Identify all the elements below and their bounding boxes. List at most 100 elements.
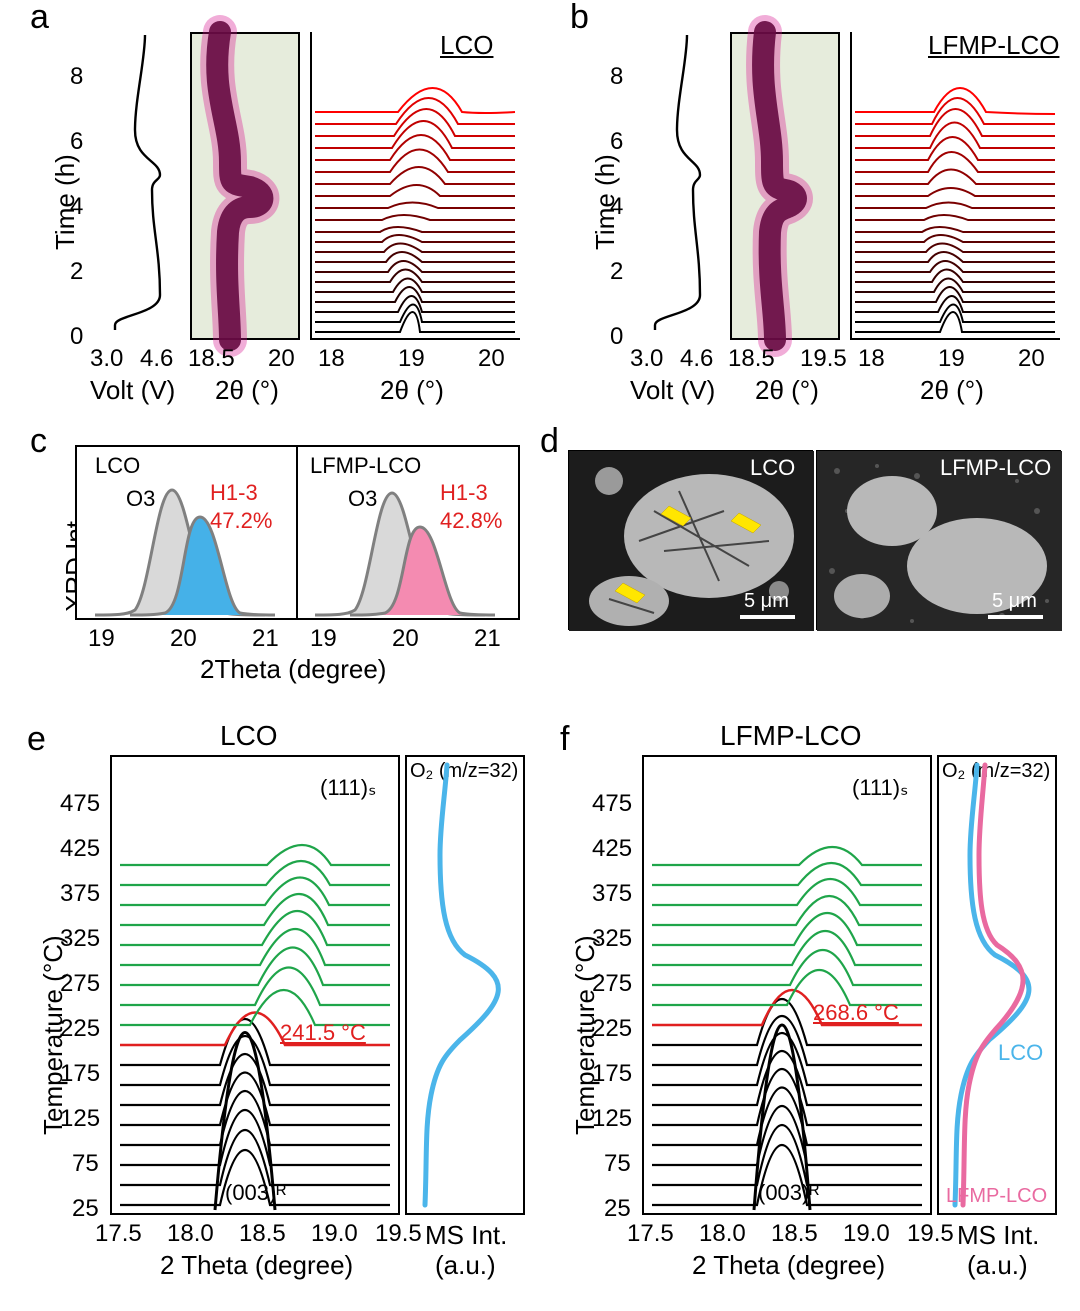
panel-label-d: d [540, 422, 559, 461]
a-heat-tick-1: 20 [268, 345, 295, 373]
ft-275: 275 [592, 970, 632, 998]
d-left-title: LCO [750, 455, 795, 481]
ft-475: 475 [592, 790, 632, 818]
et-275: 275 [60, 970, 100, 998]
f-lfmp-tag: LFMP-LCO [946, 1185, 1047, 1208]
scale-bar-left [740, 615, 795, 619]
f-ms-curves [937, 755, 1057, 1215]
ft-175: 175 [592, 1060, 632, 1088]
f-003: (003)ᴿ [758, 1180, 819, 1206]
a-time-tick-8: 8 [70, 63, 83, 91]
c-tick-3: 19 [310, 625, 337, 653]
scale-text-right: 5 μm [992, 590, 1037, 613]
f-xt-1: 18.0 [699, 1220, 746, 1248]
et-25: 25 [72, 1195, 99, 1223]
d-right-title: LFMP-LCO [940, 455, 1051, 481]
et-425: 425 [60, 835, 100, 863]
a-line-tick-0: 18 [318, 345, 345, 373]
a-waterfall [310, 32, 520, 340]
c-tick-2: 21 [252, 625, 279, 653]
a-line-xlabel: 2θ (°) [380, 375, 444, 406]
b-heatmap-trace [730, 32, 840, 340]
panel-label-a: a [30, 0, 49, 37]
c-o3-left: O3 [126, 486, 155, 512]
a-heat-tick-0: 18.5 [188, 345, 235, 373]
b-volt-curve [640, 30, 720, 340]
c-tick-4: 20 [392, 625, 419, 653]
f-ms-x: MS Int. [957, 1220, 1039, 1251]
e-xt-0: 17.5 [95, 1220, 142, 1248]
e-xt-1: 18.0 [167, 1220, 214, 1248]
a-line-tick-1: 19 [398, 345, 425, 373]
c-tick-1: 20 [170, 625, 197, 653]
f-xt-4: 19.5 [907, 1220, 954, 1248]
a-line-tick-2: 20 [478, 345, 505, 373]
e-trans: 241.5 °C [280, 1020, 366, 1046]
ft-25: 25 [604, 1195, 631, 1223]
a-time-tick-0: 0 [70, 323, 83, 351]
ft-325: 325 [592, 925, 632, 953]
c-xlabel: 2Theta (degree) [200, 654, 386, 685]
et-225: 225 [60, 1015, 100, 1043]
ft-425: 425 [592, 835, 632, 863]
b-waterfall [850, 32, 1060, 340]
e-xrd-waterfall [110, 755, 400, 1215]
e-ms-unit: (a.u.) [435, 1250, 496, 1281]
a-time-tick-2: 2 [70, 258, 83, 286]
b-heat-tick-1: 19.5 [800, 345, 847, 373]
ft-125: 125 [592, 1105, 632, 1133]
c-h13-right: H1-3 [440, 480, 488, 506]
e-111: (111)ₛ [320, 775, 376, 801]
f-xt-3: 19.0 [843, 1220, 890, 1248]
et-475: 475 [60, 790, 100, 818]
f-xlabel: 2 Theta (degree) [692, 1250, 885, 1281]
ft-225: 225 [592, 1015, 632, 1043]
b-line-tick-2: 20 [1018, 345, 1045, 373]
b-volt-tick-46: 4.6 [680, 345, 713, 373]
f-lco-tag: LCO [998, 1040, 1043, 1066]
scale-bar-right [988, 615, 1043, 619]
et-325: 325 [60, 925, 100, 953]
e-003: (003)ᴿ [225, 1180, 286, 1206]
b-line-tick-0: 18 [858, 345, 885, 373]
panel-label-c: c [30, 422, 47, 461]
f-111: (111)ₛ [852, 775, 908, 801]
panel-label-e: e [27, 720, 46, 759]
b-time-tick-8: 8 [610, 63, 623, 91]
ft-375: 375 [592, 880, 632, 908]
f-trans: 268.6 °C [813, 1000, 899, 1026]
f-xt-0: 17.5 [627, 1220, 674, 1248]
scale-text-left: 5 μm [744, 590, 789, 613]
c-tick-5: 21 [474, 625, 501, 653]
a-volt-tick-46: 4.6 [140, 345, 173, 373]
e-xt-4: 19.5 [375, 1220, 422, 1248]
b-time-tick-4: 4 [610, 193, 623, 221]
e-ms-curve [405, 755, 525, 1215]
f-ms-unit: (a.u.) [967, 1250, 1028, 1281]
c-tick-0: 19 [88, 625, 115, 653]
c-right-title: LFMP-LCO [310, 453, 421, 479]
ft-75: 75 [604, 1150, 631, 1178]
e-xt-2: 18.5 [239, 1220, 286, 1248]
a-heatmap-trace [190, 32, 300, 340]
et-175: 175 [60, 1060, 100, 1088]
et-75: 75 [72, 1150, 99, 1178]
b-line-tick-1: 19 [938, 345, 965, 373]
b-time-tick-2: 2 [610, 258, 623, 286]
e-ms-x: MS Int. [425, 1220, 507, 1251]
c-pct-right: 42.8% [440, 508, 502, 534]
c-o3-right: O3 [348, 486, 377, 512]
f-xt-2: 18.5 [771, 1220, 818, 1248]
et-375: 375 [60, 880, 100, 908]
a-volt-curve [100, 30, 180, 340]
b-volt-tick-30: 3.0 [630, 345, 663, 373]
e-xt-3: 19.0 [311, 1220, 358, 1248]
e-xlabel: 2 Theta (degree) [160, 1250, 353, 1281]
b-heat-xlabel: 2θ (°) [755, 375, 819, 406]
b-time-tick-0: 0 [610, 323, 623, 351]
b-heat-tick-0: 18.5 [728, 345, 775, 373]
a-volt-tick-30: 3.0 [90, 345, 123, 373]
panel-label-f: f [560, 720, 569, 759]
panel-label-b: b [570, 0, 589, 37]
c-h13-left: H1-3 [210, 480, 258, 506]
